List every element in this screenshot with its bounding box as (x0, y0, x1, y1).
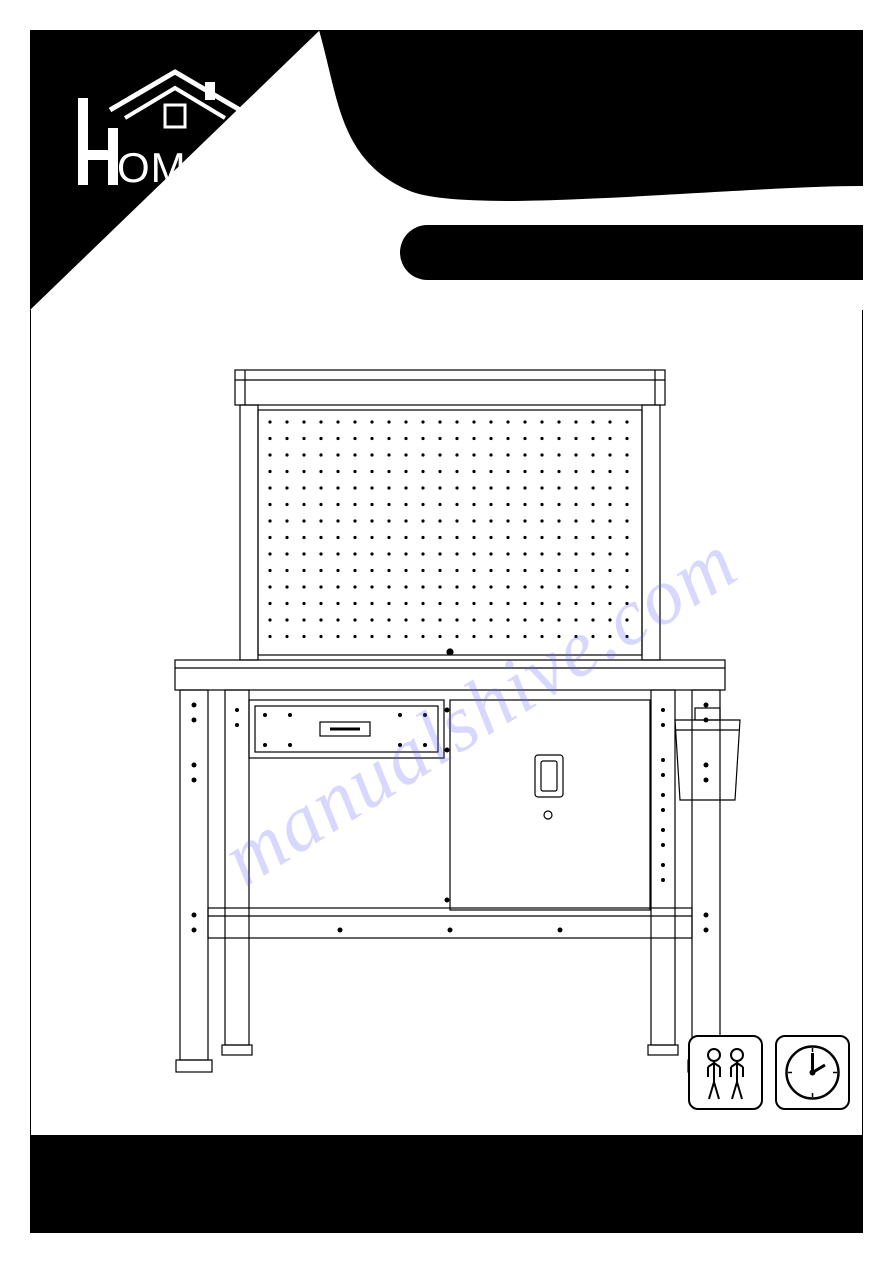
clock-icon (775, 1035, 850, 1110)
title-bar (400, 225, 863, 280)
brand-logo: OMCOM (65, 60, 285, 205)
brand-text: OMCOM (117, 144, 285, 191)
two-person-icon (688, 1035, 763, 1110)
product-diagram (140, 350, 760, 1090)
footer-band (30, 1135, 863, 1233)
